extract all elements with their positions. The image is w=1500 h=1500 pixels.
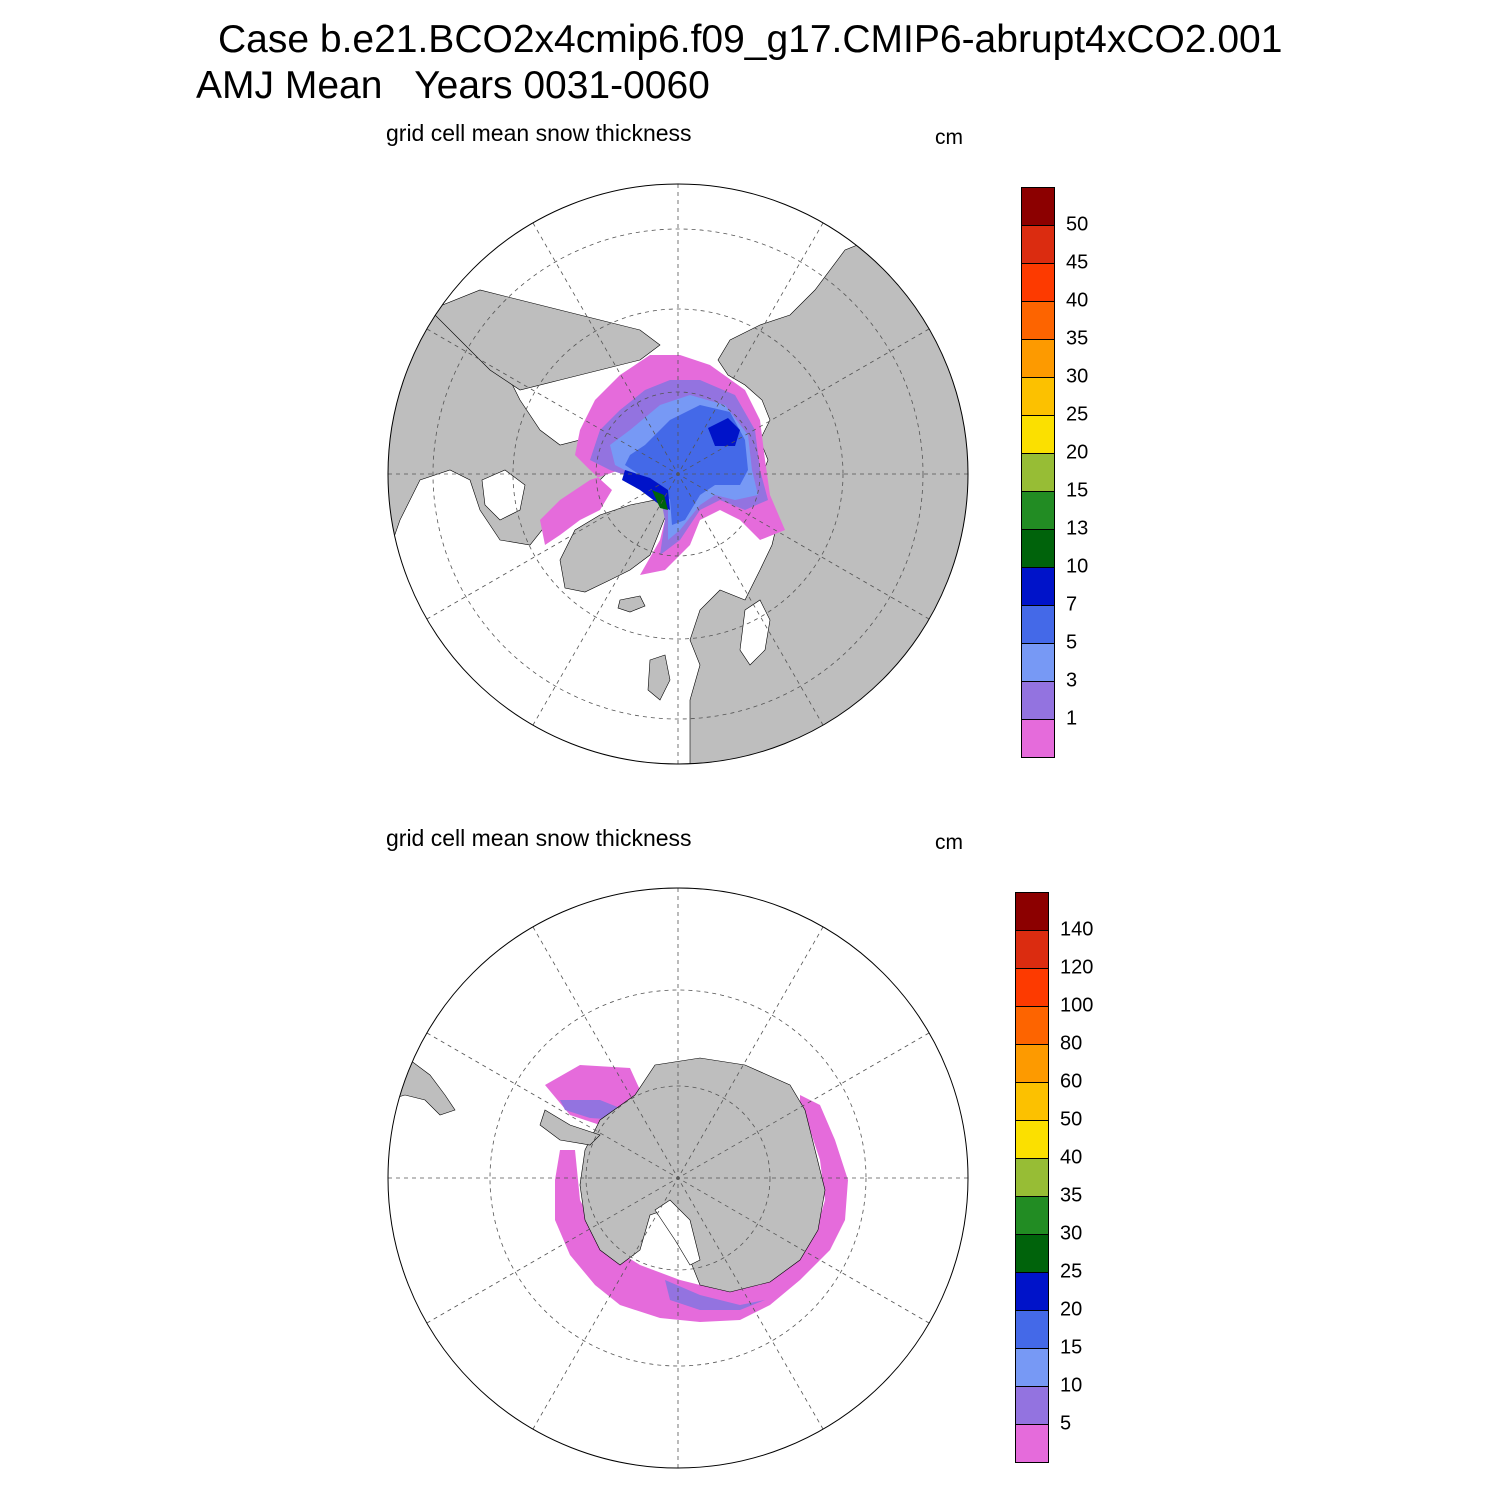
north-colorbar-box xyxy=(1021,187,1055,226)
north-colorbar-box xyxy=(1021,643,1055,682)
south-colorbar-box xyxy=(1015,1120,1049,1159)
south-colorbar-box xyxy=(1015,1082,1049,1121)
north-colorbar-label: 7 xyxy=(1066,593,1078,616)
south-colorbar-box xyxy=(1015,1234,1049,1273)
north-colorbar-box xyxy=(1021,339,1055,378)
north-snow-field xyxy=(540,355,785,575)
north-colorbar-label: 40 xyxy=(1066,289,1089,312)
north-graticule xyxy=(388,184,968,764)
south-colorbar-box xyxy=(1015,1196,1049,1235)
north-colorbar-label: 3 xyxy=(1066,669,1078,692)
south-graticule xyxy=(388,888,968,1468)
north-colorbar-box xyxy=(1021,681,1055,720)
north-colorbar-box xyxy=(1021,567,1055,606)
north-colorbar-box xyxy=(1021,415,1055,454)
north-map-border xyxy=(387,183,969,765)
north-map-title: grid cell mean snow thickness xyxy=(386,120,692,146)
south-colorbar-label: 35 xyxy=(1060,1184,1083,1207)
south-colorbar-label: 25 xyxy=(1060,1260,1083,1283)
south-colorbar-box xyxy=(1015,1006,1049,1045)
south-colorbar-label: 140 xyxy=(1060,918,1094,941)
south-colorbar-label: 120 xyxy=(1060,956,1094,979)
south-colorbar-label: 100 xyxy=(1060,994,1094,1017)
south-colorbar-box xyxy=(1015,1044,1049,1083)
south-colorbar-label: 40 xyxy=(1060,1146,1083,1169)
north-colorbar-box xyxy=(1021,719,1055,758)
north-colorbar-label: 10 xyxy=(1066,555,1089,578)
south-units-label: cm xyxy=(935,831,963,854)
north-colorbar-label: 20 xyxy=(1066,441,1089,464)
iceland-landmass xyxy=(617,595,646,613)
greenland-landmass xyxy=(559,499,669,593)
south-colorbar-box xyxy=(1015,1386,1049,1425)
north-colorbar-box xyxy=(1021,605,1055,644)
north-colorbar-box xyxy=(1021,453,1055,492)
south-colorbar-label: 30 xyxy=(1060,1222,1083,1245)
south-colorbar-box xyxy=(1015,1348,1049,1387)
south-colorbar-box xyxy=(1015,930,1049,969)
north-colorbar-label: 45 xyxy=(1066,251,1089,274)
north-colorbar-label: 25 xyxy=(1066,403,1089,426)
south-colorbar-box xyxy=(1015,1424,1049,1463)
south-colorbar-label: 60 xyxy=(1060,1070,1083,1093)
north-colorbar-label: 13 xyxy=(1066,517,1089,540)
mean-title: AMJ Mean Years 0031-0060 xyxy=(196,64,710,107)
north-units-label: cm xyxy=(935,126,963,149)
south-map-border xyxy=(387,887,969,1469)
north-colorbar: 1 3 5 7 10 13 15 20 25 30 35 40 45 50 xyxy=(1021,187,1111,758)
south-colorbar-box xyxy=(1015,968,1049,1007)
north-colorbar-box xyxy=(1021,301,1055,340)
south-colorbar-box xyxy=(1015,892,1049,931)
south-colorbar-box xyxy=(1015,1272,1049,1311)
north-colorbar-label: 50 xyxy=(1066,213,1089,236)
north-colorbar-box xyxy=(1021,377,1055,416)
case-title: Case b.e21.BCO2x4cmip6.f09_g17.CMIP6-abr… xyxy=(218,18,1283,61)
south-colorbar-label: 10 xyxy=(1060,1374,1083,1397)
south-colorbar-label: 20 xyxy=(1060,1298,1083,1321)
south-colorbar-box xyxy=(1015,1310,1049,1349)
south-map-title: grid cell mean snow thickness xyxy=(386,825,692,851)
south-colorbar: 5 10 15 20 25 30 35 40 50 60 80 100 120 140 xyxy=(1015,892,1105,1463)
south-colorbar-label: 5 xyxy=(1060,1412,1072,1435)
north-colorbar-label: 1 xyxy=(1066,707,1078,730)
south-colorbar-label: 15 xyxy=(1060,1336,1083,1359)
south-colorbar-label: 50 xyxy=(1060,1108,1083,1131)
north-colorbar-label: 35 xyxy=(1066,327,1089,350)
north-colorbar-label: 30 xyxy=(1066,365,1089,388)
north-colorbar-box xyxy=(1021,263,1055,302)
north-colorbar-label: 15 xyxy=(1066,479,1089,502)
antarctica-landmass xyxy=(579,1057,826,1293)
north-colorbar-box xyxy=(1021,491,1055,530)
south-colorbar-box xyxy=(1015,1158,1049,1197)
south-colorbar-label: 80 xyxy=(1060,1032,1083,1055)
north-colorbar-label: 5 xyxy=(1066,631,1078,654)
north-colorbar-box xyxy=(1021,529,1055,568)
north-colorbar-box xyxy=(1021,225,1055,264)
